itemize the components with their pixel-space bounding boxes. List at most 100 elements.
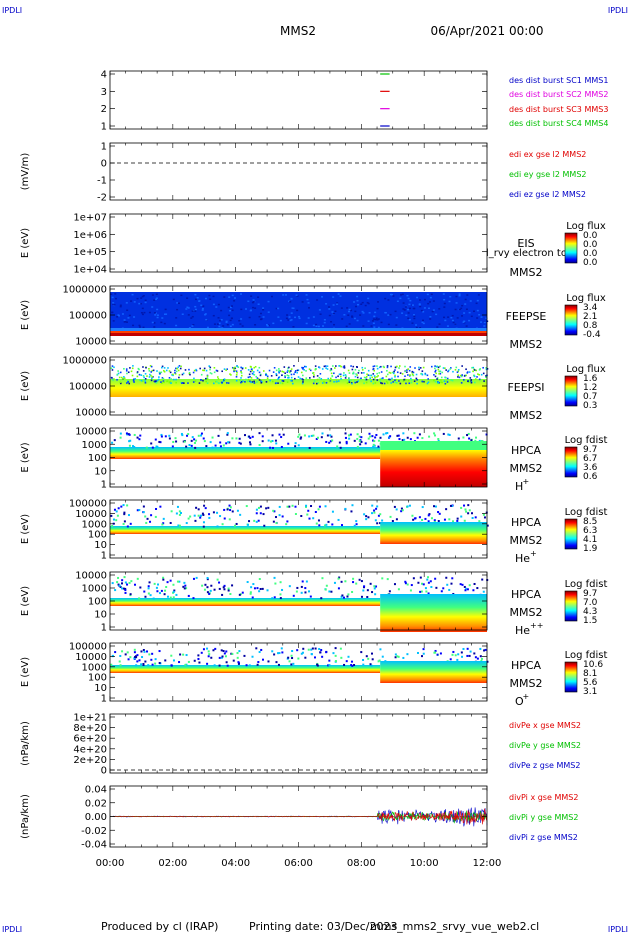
spectrogram-pixel	[332, 312, 335, 315]
spectrogram-pixel	[293, 373, 295, 376]
spectrogram-pixel	[437, 381, 440, 384]
spectrogram-pixel	[253, 519, 256, 522]
spectrogram-pixel	[296, 371, 298, 374]
spectrogram-pixel	[278, 514, 281, 517]
spectrogram-pixel	[407, 297, 410, 300]
spectrogram-pixel	[288, 505, 291, 508]
spectrogram-pixel	[146, 517, 149, 520]
spectrogram-pixel	[330, 321, 333, 323]
spectrogram-pixel	[169, 521, 172, 524]
spectrogram-pixel	[273, 366, 276, 369]
spectrogram-pixel	[242, 380, 244, 382]
spectrogram-pixel	[202, 513, 205, 516]
spectrogram-pixel	[480, 321, 483, 323]
spectrogram-pixel	[112, 302, 115, 304]
spectrogram-pixel	[193, 514, 196, 517]
spectrogram-pixel	[323, 524, 326, 527]
spectrogram-pixel	[110, 367, 113, 369]
divpi-series-line	[112, 807, 488, 827]
spectrogram-pixel	[332, 304, 335, 306]
spectrogram-pixel	[143, 379, 145, 381]
spectrogram-pixel	[234, 297, 237, 299]
spectrogram-pixel	[329, 369, 332, 372]
spectrogram-pixel	[250, 381, 252, 384]
spectrogram-pixel	[382, 433, 385, 436]
spectrogram-pixel	[312, 382, 315, 385]
spectrogram-pixel	[158, 371, 161, 374]
spectrogram-pixel	[428, 513, 431, 516]
spectrogram-pixel	[278, 368, 280, 370]
spectrogram-pixel	[218, 325, 221, 328]
spectrogram-pixel	[462, 647, 465, 650]
spectrogram-pixel	[204, 507, 207, 510]
spectrogram-pixel	[219, 445, 222, 448]
spectrogram-pixel	[463, 320, 466, 323]
spectrogram-pixel	[390, 365, 392, 368]
colorbar-tick-label: 10.6	[583, 660, 603, 670]
spectrogram-pixel	[225, 321, 228, 324]
spectrogram-pixel	[359, 443, 362, 446]
spectrogram-pixel	[156, 316, 159, 319]
spectrogram-pixel	[366, 373, 368, 376]
spectrogram-pixel	[232, 367, 235, 369]
spectrogram-pixel	[404, 580, 407, 583]
spectrogram-pixel	[302, 368, 304, 370]
spectrogram-pixel	[401, 312, 404, 314]
spectrogram-pixel	[466, 654, 469, 657]
spectrogram-pixel	[400, 510, 403, 513]
spectrogram-pixel	[362, 325, 365, 327]
spectrogram-pixel	[182, 653, 185, 656]
spectrogram-pixel	[331, 523, 334, 526]
spectrogram-pixel	[188, 444, 191, 447]
spectrogram-pixel	[376, 372, 378, 375]
spectrogram-pixel	[300, 585, 303, 588]
spectrogram-pixel	[111, 441, 114, 444]
spectrogram-pixel	[466, 434, 469, 437]
legend-entry: divPe z gse MMS2	[509, 761, 580, 770]
spectrogram-pixel	[328, 659, 331, 662]
spectrogram-pixel	[201, 512, 204, 515]
spectrogram-pixel	[353, 664, 356, 667]
spectrogram-pixel	[266, 377, 269, 379]
colorbar-tick-label: 8.1	[583, 669, 597, 679]
spectrogram-pixel	[179, 512, 182, 515]
y-tick-label: 100000	[69, 382, 107, 393]
spectrogram-pixel	[255, 375, 258, 378]
spectrogram-pixel	[181, 382, 183, 384]
colorbar-title: Log fdist	[565, 507, 608, 518]
spectrogram-pixel	[174, 372, 176, 374]
panel-frame	[109, 213, 488, 273]
spectrogram-pixel	[178, 365, 181, 367]
spectrogram-pixel	[421, 655, 424, 658]
legend-entry: divPi y gse MMS2	[509, 813, 578, 822]
spectrogram-pixel	[456, 658, 459, 661]
spectrogram-pixel	[216, 370, 219, 372]
spectrogram-pixel	[159, 372, 161, 375]
spectrogram-pixel	[345, 375, 347, 378]
spectrogram-pixel	[206, 586, 209, 589]
spectrogram-pixel	[134, 378, 137, 380]
spectrogram-pixel	[301, 366, 303, 369]
spectrogram-pixel	[170, 378, 173, 380]
spectrogram-pixel	[345, 660, 348, 663]
spectrogram-pixel	[302, 378, 304, 381]
spectrogram-pixel	[406, 436, 409, 439]
spectrogram-pixel	[219, 515, 222, 518]
spectrogram-pixel	[113, 508, 116, 511]
spectrogram-pixel	[292, 307, 295, 310]
spectrogram-pixel	[184, 369, 187, 371]
spectrogram-pixel	[142, 326, 145, 329]
spectrogram-pixel	[226, 368, 229, 370]
spectrogram-pixel	[388, 371, 391, 374]
spectrogram-pixel	[459, 583, 462, 586]
spectrogram-pixel	[341, 318, 344, 320]
spectrogram-pixel	[117, 576, 120, 579]
spectrogram-pixel	[324, 588, 327, 591]
spectrogram-pixel	[406, 583, 409, 586]
y-tick-label: 10	[94, 683, 107, 694]
spectrogram-pixel	[391, 377, 393, 380]
spectrogram-pixel	[231, 323, 234, 326]
spectrogram-pixel	[347, 655, 350, 658]
